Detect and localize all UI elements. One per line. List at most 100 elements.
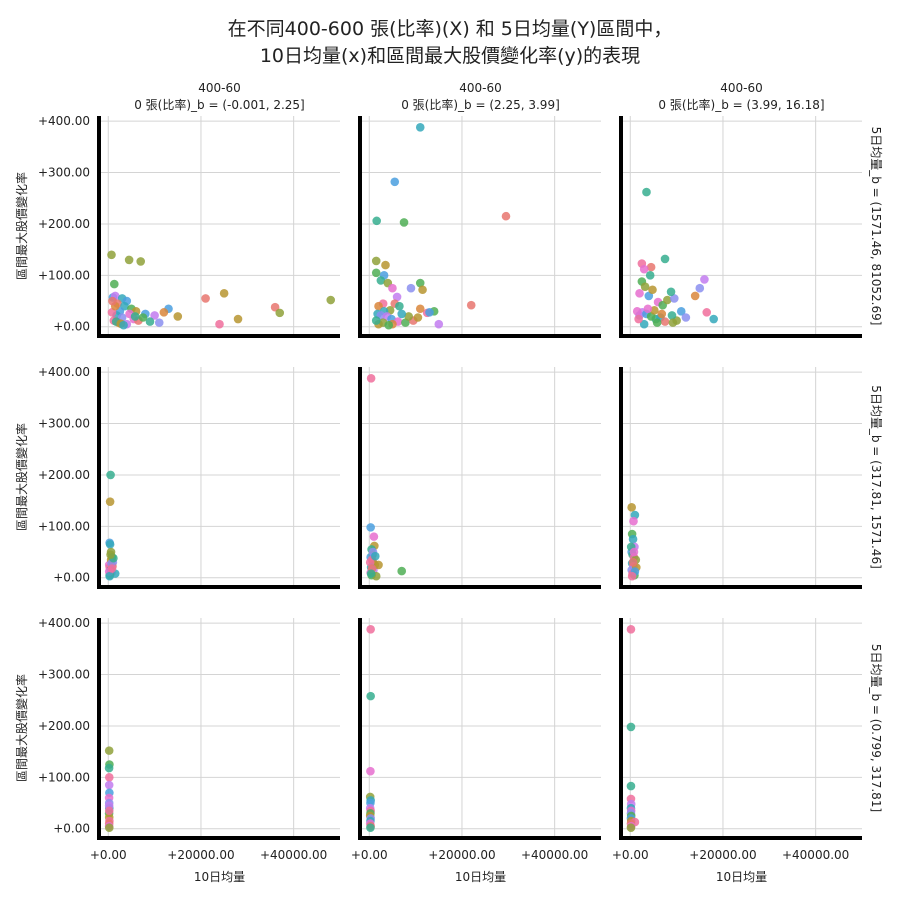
data-point [366,625,375,634]
data-point [434,319,444,329]
data-point [275,308,285,318]
data-point [676,307,686,316]
data-point [104,823,114,833]
data-point [138,313,148,322]
data-point [145,317,155,326]
col-facet-title-line1: 400-60 [459,81,502,95]
data-point [105,571,114,581]
x-tick-label: +0.00 [612,848,649,862]
data-point [501,211,511,221]
data-point [219,289,229,298]
y-tick-label: +300.00 [38,166,90,180]
data-point [106,550,115,559]
data-point [415,278,425,288]
data-point [369,532,379,541]
data-point [108,296,117,306]
x-tick-label: +40000.00 [782,848,849,862]
x-tick-label: +20000.00 [428,848,495,862]
data-point [413,313,423,322]
data-point [395,301,404,311]
data-point [366,523,375,532]
facet-panel [358,367,601,589]
data-point [404,312,413,321]
data-point [629,516,638,526]
x-tick-label: +40000.00 [260,848,327,862]
data-point [105,540,115,549]
y-tick-label: +400.00 [38,114,90,128]
x-axis-title: 10日均量 [194,870,245,884]
data-point [372,216,381,226]
data-point [366,766,375,776]
data-point [154,318,164,327]
data-point [374,560,383,570]
col-facet-title-line2: 0 張(比率)_b = (-0.001, 2.25] [134,97,305,112]
y-tick-label: +200.00 [38,468,90,482]
y-tick-label: +200.00 [38,719,90,733]
data-point [639,319,649,329]
data-point [376,276,386,285]
panels-layer: +0.00 +100.00 +200.00 +300.00 +400.00 區間最大股價變… [14,81,883,884]
data-point [366,569,376,578]
data-point [648,285,657,295]
data-point [173,312,183,321]
data-point [660,317,670,326]
data-point [381,260,390,270]
chart-title-line1: 在不同400-600 張(比率)(X) 和 5日均量(Y)區間中， [228,18,673,40]
data-point [119,320,128,330]
data-point [626,823,636,833]
data-point [418,285,427,295]
y-tick-label: +100.00 [38,268,90,282]
y-tick-label: +100.00 [38,519,90,533]
y-tick-label: +0.00 [53,320,90,334]
data-point [215,319,224,329]
data-point [130,312,140,321]
data-point [668,318,678,327]
x-tick-label: +20000.00 [689,848,756,862]
data-point [399,218,409,227]
data-point [201,294,210,303]
data-point [105,497,115,506]
y-tick-label: +100.00 [38,770,90,784]
col-facet-title-line1: 400-60 [720,81,763,95]
data-point [663,295,672,305]
data-point [642,187,651,197]
data-point [690,291,700,301]
data-point [104,773,114,782]
data-point [627,503,636,512]
data-point [366,823,375,833]
col-facet-title-line2: 0 張(比率)_b = (3.99, 16.18] [658,97,824,112]
data-point [159,308,169,317]
facet-panel: 400-60 0 張(比率)_b = (2.25, 3.99] [358,81,601,338]
data-point [397,309,407,319]
data-point [700,275,709,284]
data-point [628,534,638,544]
data-point [392,292,402,302]
data-point [466,300,476,310]
data-point [104,746,114,755]
y-tick-label: +0.00 [53,822,90,836]
facet-panel: +0.00 +20000.00 +40000.00 10日均量 [351,618,601,884]
x-tick-label: +40000.00 [521,848,588,862]
data-point [640,282,650,291]
facet-panel: +0.00 +100.00 +200.00 +300.00 +400.00 區間最大股價變… [14,81,340,338]
data-point [388,283,397,293]
data-point [109,279,119,289]
data-point [374,301,383,311]
facet-panel: 400-60 0 張(比率)_b = (3.99, 16.18] 5日均量_b = … [619,81,883,338]
data-point [366,691,375,701]
data-point [643,304,653,314]
data-point [695,283,705,293]
data-point [371,316,381,325]
y-axis-title: 區間最大股價變化率 [14,423,29,531]
y-axis-title: 區間最大股價變化率 [14,172,29,280]
data-point [709,314,718,324]
data-point [107,564,117,573]
data-point [702,308,712,317]
data-point [645,271,655,280]
y-tick-label: +0.00 [53,571,90,585]
facet-panel: 5日均量_b = (317.81, 1571.46] [619,367,883,589]
row-facet-title: 5日均量_b = (0.799, 317.81] [869,644,883,812]
data-point [136,257,146,266]
data-point [634,314,643,324]
data-point [370,551,380,561]
